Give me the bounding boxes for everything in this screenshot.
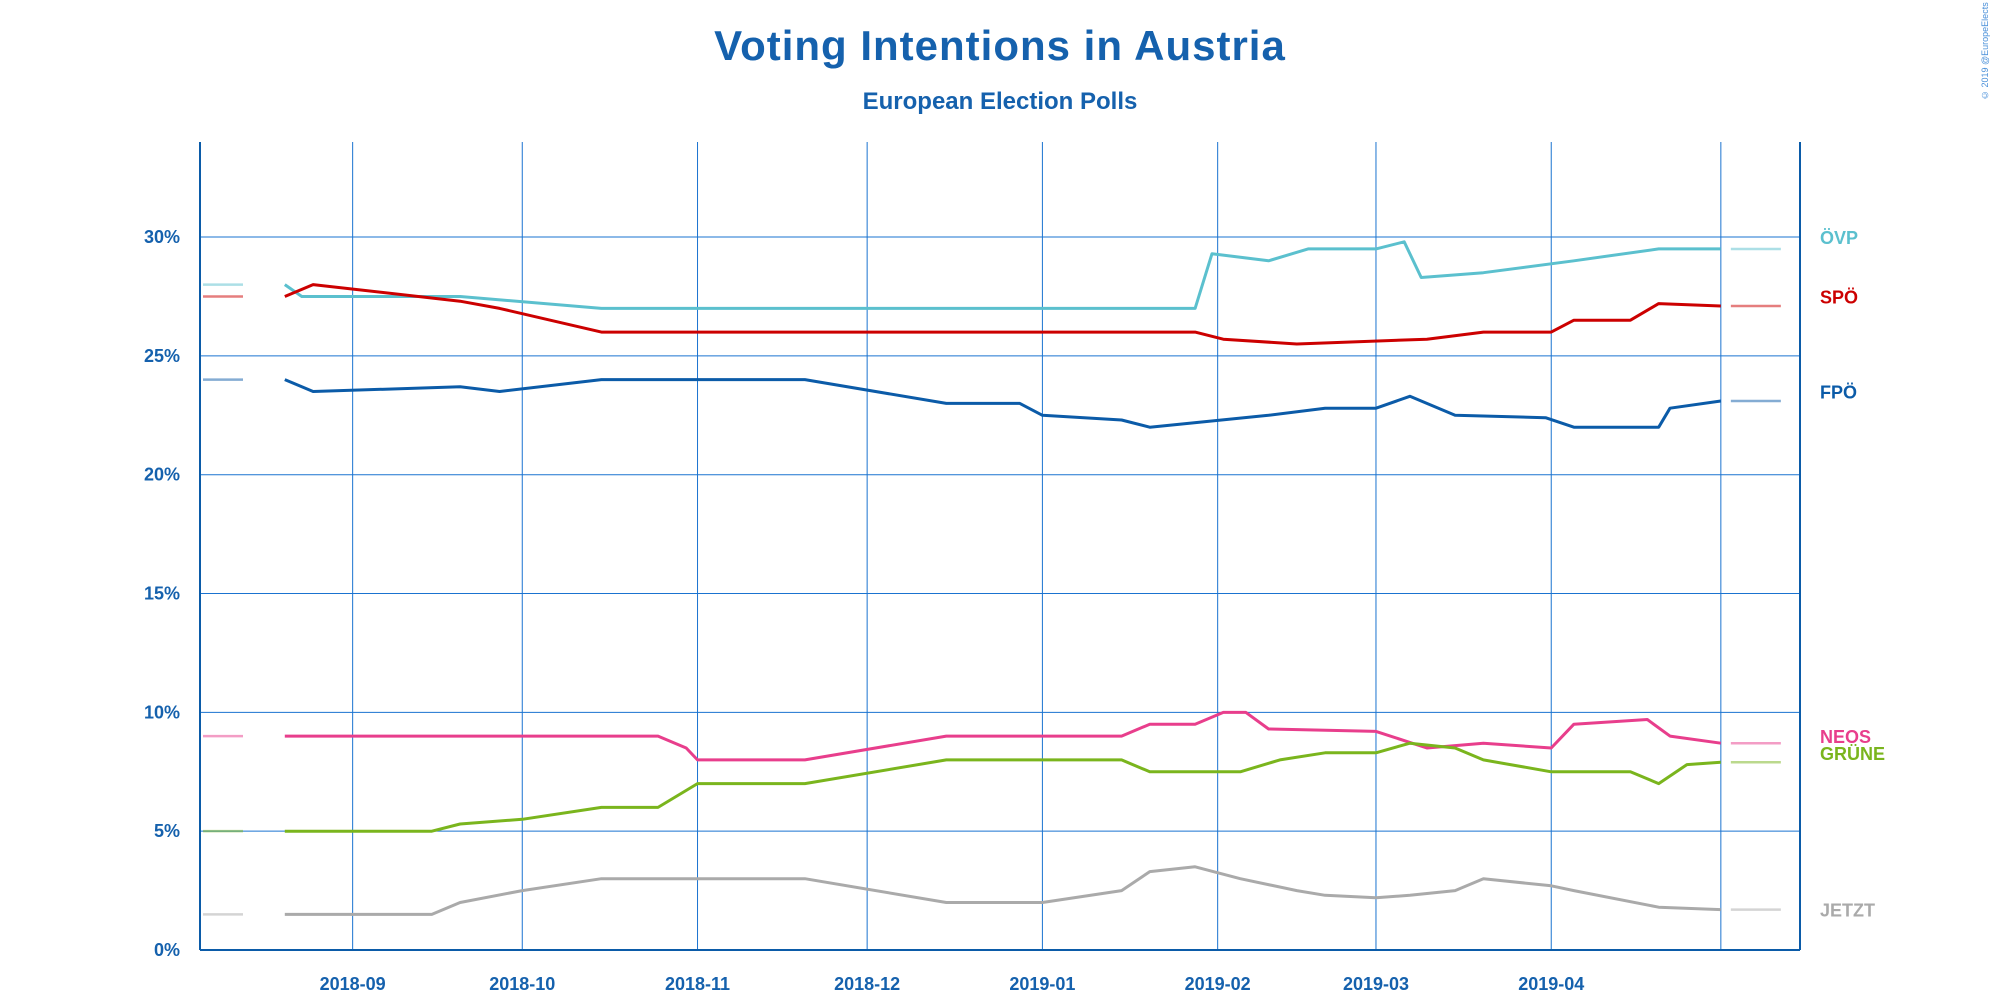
series-line-fp bbox=[284, 378, 1722, 429]
y-tick-label: 10% bbox=[144, 702, 180, 722]
x-tick-label: 2018-11 bbox=[665, 974, 730, 994]
series-label-grne: GRÜNE bbox=[1820, 744, 1885, 764]
series-line-neos bbox=[284, 710, 1722, 762]
y-tick-label: 0% bbox=[154, 940, 180, 960]
series-fp bbox=[203, 378, 1781, 429]
series-label-fp: FPÖ bbox=[1820, 383, 1857, 403]
grid bbox=[200, 142, 1800, 950]
x-tick-label: 2019-03 bbox=[1343, 974, 1409, 994]
series-line-vp bbox=[283, 240, 1721, 310]
series-line-sp bbox=[284, 283, 1721, 346]
series-line-grne bbox=[284, 741, 1721, 833]
chart-subtitle: European Election Polls bbox=[862, 88, 1138, 115]
y-tick-label: 5% bbox=[154, 821, 180, 841]
series-grne bbox=[203, 741, 1781, 833]
series-neos bbox=[203, 710, 1781, 762]
x-tick-label: 2018-10 bbox=[489, 974, 555, 994]
series-label-vp: ÖVP bbox=[1820, 228, 1858, 248]
x-tick-label: 2018-12 bbox=[834, 974, 900, 994]
series-label-sp: SPÖ bbox=[1820, 287, 1858, 307]
series-jetzt bbox=[203, 865, 1781, 916]
x-tick-label: 2019-01 bbox=[1009, 974, 1075, 994]
x-tick-label: 2019-04 bbox=[1518, 974, 1584, 994]
x-tick-label: 2018-09 bbox=[320, 974, 386, 994]
series-group bbox=[203, 240, 1781, 916]
series-vp bbox=[203, 240, 1781, 310]
series-line-jetzt bbox=[284, 865, 1721, 916]
series-sp bbox=[203, 283, 1781, 346]
x-tick-label: 2019-02 bbox=[1185, 974, 1251, 994]
y-tick-label: 20% bbox=[144, 465, 180, 485]
axes bbox=[199, 142, 1801, 951]
series-label-neos: NEOS bbox=[1820, 727, 1871, 747]
chart-title: Voting Intentions in Austria bbox=[714, 22, 1286, 69]
y-tick-label: 30% bbox=[144, 227, 180, 247]
y-tick-label: 25% bbox=[144, 346, 180, 366]
labels: 0% 5% 10% 15% 20% 25% 30% 2018-09 2018-10 2018-11… bbox=[144, 227, 1885, 994]
y-tick-label: 15% bbox=[144, 584, 180, 604]
series-label-jetzt: JETZT bbox=[1820, 901, 1875, 921]
